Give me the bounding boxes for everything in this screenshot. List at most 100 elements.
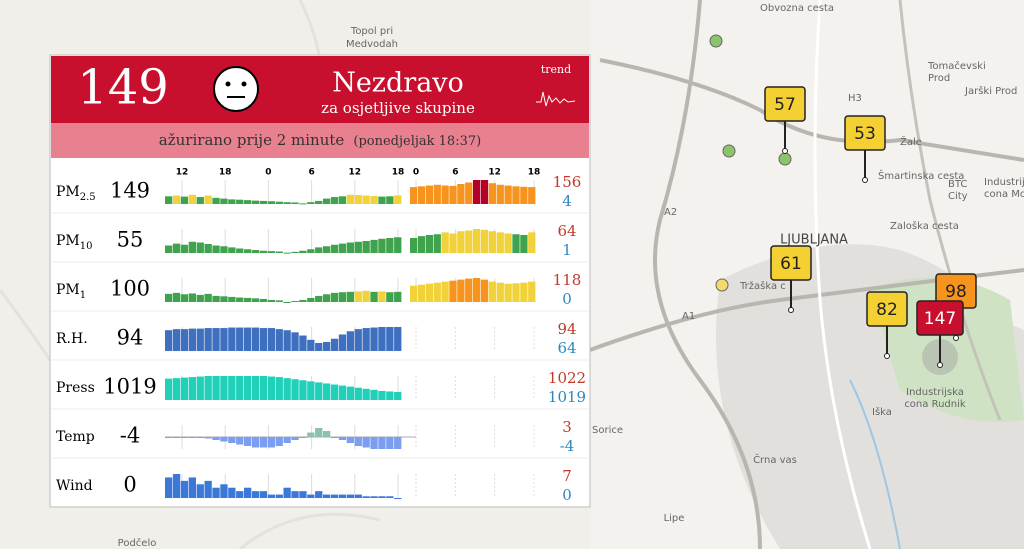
- spark-bar: [354, 494, 362, 498]
- row-min: 0: [562, 290, 572, 308]
- row-min: -4: [560, 437, 575, 455]
- spark-bar: [212, 295, 220, 302]
- trend-label[interactable]: trend: [541, 63, 571, 76]
- spark-bar: [283, 202, 291, 204]
- hour-label: 12: [488, 168, 501, 178]
- row-min: 0: [562, 486, 572, 504]
- map-label: Tomačevski: [927, 60, 986, 72]
- marker-box: [770, 245, 812, 281]
- spark-bar: [520, 235, 528, 253]
- spark-bar: [307, 381, 315, 400]
- spark-bar: [196, 484, 204, 498]
- spark-bar: [180, 377, 189, 400]
- spark-bar: [465, 182, 473, 204]
- panel-header: [51, 56, 589, 123]
- updated-time: (ponedjeljak 18:37): [353, 134, 481, 149]
- map-label: BTC: [948, 179, 967, 190]
- spark-bar: [275, 377, 283, 400]
- spark-bar: [220, 296, 228, 302]
- hour-label: 18: [528, 168, 541, 178]
- road: [898, 0, 1002, 421]
- spark-bar: [378, 437, 386, 449]
- spark-bar: [267, 328, 275, 351]
- station-dot[interactable]: [715, 278, 729, 292]
- spark-bar: [354, 387, 362, 400]
- spark-bar: [220, 376, 228, 400]
- road: [589, 268, 1024, 352]
- station-marker[interactable]: 57: [764, 86, 806, 154]
- markers: 57 53 61 82 98 147: [764, 86, 977, 368]
- spark-bar: [228, 296, 236, 302]
- spark-bar: [425, 283, 434, 302]
- spark-bar: [236, 491, 244, 498]
- spark-bar: [378, 327, 386, 351]
- spark-bar: [228, 199, 236, 204]
- trend-icon[interactable]: [536, 91, 576, 107]
- station-marker[interactable]: 53: [844, 115, 886, 183]
- spark-bar: [488, 231, 497, 253]
- spark-bar: [172, 329, 181, 351]
- spark-bar: [330, 244, 339, 253]
- hour-label: 18: [392, 168, 405, 178]
- spark-bar: [323, 246, 331, 253]
- spark-bar: [180, 294, 189, 302]
- station-dot[interactable]: [778, 152, 792, 166]
- spark-bar: [251, 250, 260, 253]
- spark-bar: [386, 437, 394, 449]
- spark-bar: [362, 195, 370, 204]
- spark-bar: [354, 241, 362, 253]
- spark-bar: [307, 202, 315, 204]
- spark-bar: [346, 331, 354, 351]
- spark-bar: [449, 280, 457, 302]
- row-label: Temp: [56, 429, 95, 445]
- spark-bar: [480, 180, 489, 204]
- spark-bar: [172, 437, 181, 438]
- map-label: LJUBLJANA: [780, 233, 848, 248]
- spark-bar: [267, 494, 275, 498]
- spark-bar: [323, 198, 331, 204]
- spark-bar: [307, 432, 315, 437]
- map-label: H3: [848, 93, 862, 104]
- river: [849, 379, 901, 549]
- spark-bar: [299, 299, 307, 302]
- spark-bar: [251, 298, 260, 302]
- row-label-sub: 10: [80, 241, 93, 252]
- spark-bar: [244, 437, 252, 446]
- map-label: Lipe: [664, 513, 685, 524]
- spark-bar: [504, 283, 512, 302]
- spark-bar: [346, 242, 354, 253]
- spark-bar: [330, 197, 339, 204]
- spark-bar: [330, 494, 339, 498]
- station-marker[interactable]: 82: [866, 291, 908, 359]
- spark-bar: [291, 202, 299, 204]
- row-label-sub: 1: [80, 290, 86, 301]
- spark-bar: [307, 297, 315, 302]
- station-marker[interactable]: 147: [916, 300, 964, 368]
- station-dot[interactable]: [722, 144, 736, 158]
- row-label: Wind: [56, 478, 93, 494]
- spark-bar: [188, 477, 196, 498]
- panel-subheader: [51, 123, 589, 158]
- marker-foot: [953, 335, 959, 341]
- spark-bar: [346, 494, 354, 498]
- spark-bar: [196, 242, 204, 253]
- spark-bar: [394, 327, 402, 351]
- row-min: 1: [562, 241, 572, 259]
- spark-bar: [338, 243, 347, 253]
- station-marker[interactable]: 61: [770, 245, 812, 313]
- spark-bar: [267, 201, 275, 204]
- spark-bar: [480, 279, 489, 302]
- station-dot[interactable]: [709, 34, 723, 48]
- row-max: 118: [553, 271, 582, 289]
- marker-foot: [862, 177, 868, 183]
- spark-bar: [165, 477, 173, 498]
- status: Nezdravo: [332, 68, 464, 99]
- spark-bar: [354, 291, 362, 302]
- spark-bar: [386, 391, 394, 400]
- spark-bar: [172, 474, 181, 498]
- spark-bar: [480, 229, 489, 253]
- row-value: -4: [120, 424, 140, 448]
- spark-bar: [244, 487, 252, 498]
- spark-bar: [204, 437, 212, 439]
